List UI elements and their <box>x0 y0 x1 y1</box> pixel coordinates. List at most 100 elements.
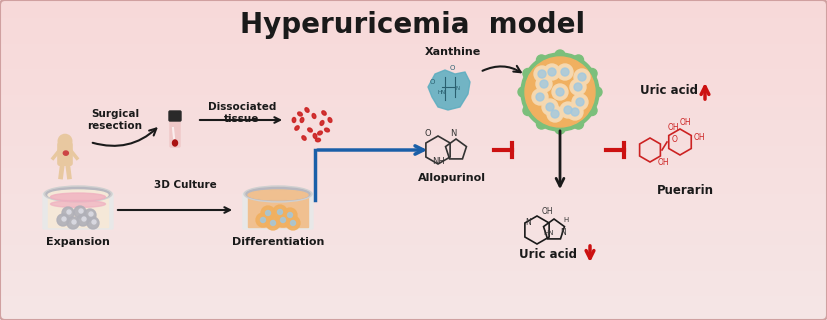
Bar <box>0 285 827 288</box>
Circle shape <box>570 79 586 95</box>
Bar <box>0 179 827 182</box>
Circle shape <box>551 110 559 118</box>
Text: O: O <box>425 129 432 138</box>
Text: Uric acid: Uric acid <box>519 249 577 261</box>
Text: O: O <box>429 79 435 85</box>
Circle shape <box>573 119 584 129</box>
Circle shape <box>555 124 565 134</box>
Circle shape <box>544 64 560 80</box>
Bar <box>0 195 827 198</box>
Bar <box>0 115 827 118</box>
Bar <box>0 218 827 221</box>
Bar <box>0 80 827 83</box>
Text: N: N <box>525 218 531 227</box>
Circle shape <box>537 119 547 129</box>
Ellipse shape <box>319 121 324 125</box>
Bar <box>0 304 827 307</box>
Circle shape <box>587 106 597 116</box>
Text: H: H <box>563 217 568 223</box>
Bar <box>0 240 827 243</box>
Circle shape <box>286 216 300 230</box>
Bar <box>0 211 827 214</box>
Bar <box>0 26 827 29</box>
FancyArrowPatch shape <box>93 129 156 146</box>
Bar <box>0 128 827 131</box>
Circle shape <box>552 84 568 100</box>
Circle shape <box>523 68 533 78</box>
Bar <box>0 278 827 282</box>
Text: Puerarin: Puerarin <box>657 183 714 196</box>
Circle shape <box>536 93 544 101</box>
Bar <box>0 301 827 304</box>
Circle shape <box>523 106 533 116</box>
Circle shape <box>556 88 564 96</box>
Ellipse shape <box>295 125 299 131</box>
Circle shape <box>276 213 290 227</box>
Ellipse shape <box>322 111 327 115</box>
Bar <box>0 93 827 96</box>
Circle shape <box>265 211 270 215</box>
Bar <box>0 154 827 157</box>
Circle shape <box>546 103 554 111</box>
Bar <box>0 227 827 230</box>
Bar <box>0 157 827 160</box>
Text: O: O <box>672 135 678 144</box>
Circle shape <box>72 220 76 224</box>
Bar <box>0 246 827 250</box>
Bar <box>0 150 827 154</box>
Circle shape <box>521 53 599 131</box>
Bar <box>0 102 827 106</box>
Bar <box>0 96 827 99</box>
Bar <box>0 250 827 253</box>
Text: HN: HN <box>437 90 446 95</box>
Circle shape <box>525 57 595 127</box>
Bar <box>0 106 827 109</box>
Ellipse shape <box>50 201 106 207</box>
Circle shape <box>534 66 550 82</box>
Text: NH: NH <box>432 157 444 166</box>
Bar <box>0 10 827 13</box>
Circle shape <box>92 220 96 224</box>
Bar <box>0 310 827 314</box>
Bar <box>0 202 827 205</box>
Text: HN: HN <box>543 230 553 236</box>
Circle shape <box>587 68 597 78</box>
Bar <box>0 131 827 134</box>
Bar <box>0 112 827 115</box>
Circle shape <box>270 220 275 226</box>
Circle shape <box>536 76 552 92</box>
Circle shape <box>518 87 528 97</box>
Ellipse shape <box>308 128 312 132</box>
Ellipse shape <box>305 108 309 112</box>
Bar <box>0 118 827 122</box>
Text: OH: OH <box>694 133 705 142</box>
Text: Differentiation: Differentiation <box>232 237 324 247</box>
Bar <box>0 182 827 186</box>
Circle shape <box>532 89 548 105</box>
Circle shape <box>82 217 86 221</box>
Bar <box>0 234 827 237</box>
Bar <box>0 192 827 195</box>
Text: Hyperuricemia  model: Hyperuricemia model <box>241 11 586 39</box>
Ellipse shape <box>325 127 329 132</box>
Bar <box>0 272 827 275</box>
Bar <box>0 256 827 259</box>
Bar <box>0 19 827 22</box>
Circle shape <box>547 106 563 122</box>
Bar <box>0 13 827 16</box>
Circle shape <box>261 218 265 222</box>
Bar <box>0 125 827 128</box>
Circle shape <box>555 50 565 60</box>
Circle shape <box>79 209 83 213</box>
Bar <box>0 35 827 38</box>
Text: N: N <box>456 86 460 91</box>
Circle shape <box>567 104 583 120</box>
Circle shape <box>290 220 295 226</box>
Circle shape <box>574 83 582 91</box>
Bar <box>0 0 827 3</box>
Text: O: O <box>449 65 455 71</box>
Bar <box>0 259 827 262</box>
Bar <box>0 173 827 176</box>
Circle shape <box>87 217 99 229</box>
Bar <box>0 64 827 67</box>
